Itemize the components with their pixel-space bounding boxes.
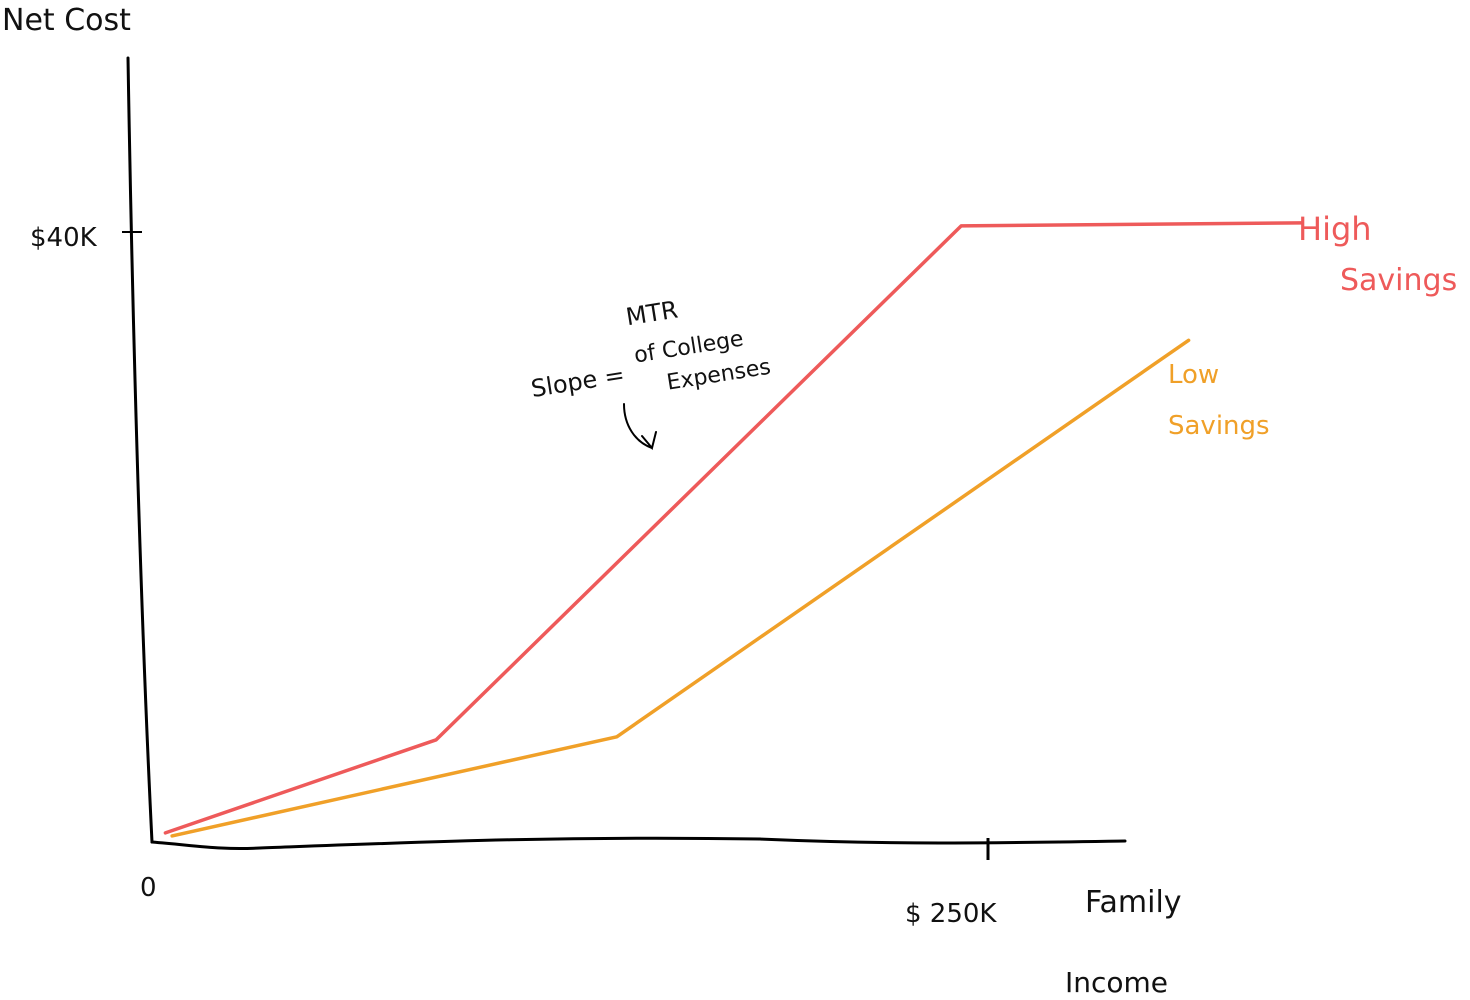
low-savings-label-line1: Low (1168, 360, 1219, 390)
x-axis-label-line1: Family (1085, 885, 1182, 920)
high-savings-label-line2: Savings (1340, 263, 1457, 298)
x-tick-label: $ 250K (905, 899, 997, 929)
slope-annotation: MTR Slope = of College Expenses (529, 295, 772, 403)
low-savings-line (170, 338, 1191, 838)
x-axis-label-line2: Income (1065, 966, 1168, 999)
x-axis (150, 836, 1127, 851)
annotation-arrow (623, 403, 657, 451)
y-tick-label: $40K (30, 223, 98, 253)
annotation-line1: MTR (624, 295, 680, 331)
annotation-line2-left: Slope = (529, 361, 627, 403)
high-savings-line (163, 221, 1305, 835)
y-axis-label: Net Cost (2, 3, 131, 38)
y-axis (126, 56, 154, 844)
high-savings-label-line1: High (1298, 210, 1372, 248)
x-origin-label: 0 (140, 873, 157, 903)
low-savings-label-line2: Savings (1168, 411, 1270, 441)
